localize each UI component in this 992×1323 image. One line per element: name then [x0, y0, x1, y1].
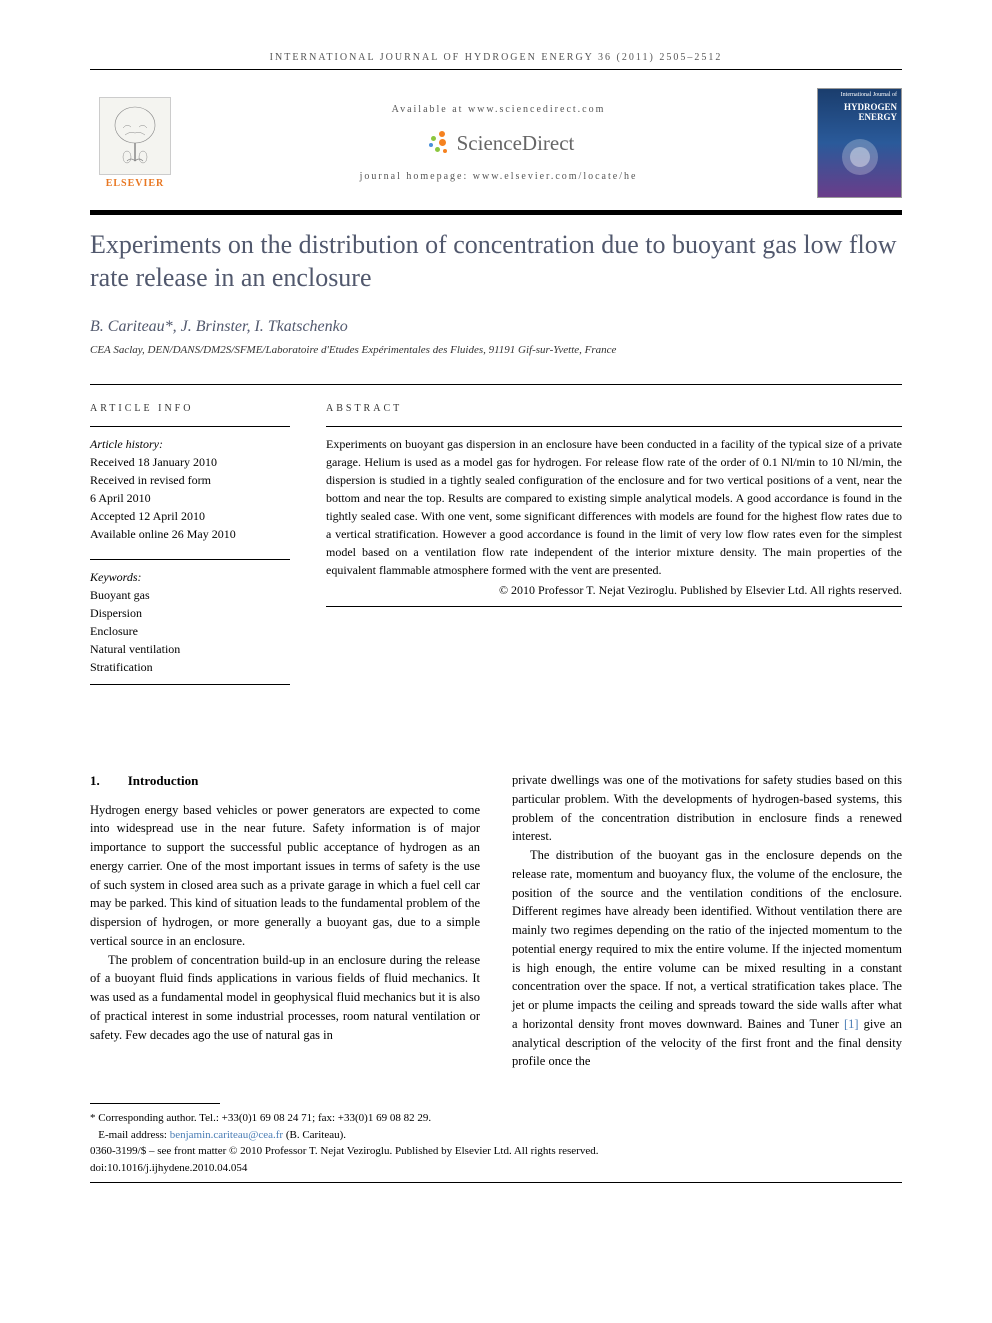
top-rule: [90, 69, 902, 70]
section-heading-1: 1. Introduction: [90, 771, 480, 791]
keywords-label: Keywords:: [90, 568, 290, 586]
center-header-block: Available at www.sciencedirect.com Scien…: [196, 104, 801, 182]
abstract-heading: ABSTRACT: [326, 403, 902, 414]
intro-paragraph-1: Hydrogen energy based vehicles or power …: [90, 801, 480, 951]
elsevier-logo: ELSEVIER: [90, 97, 180, 189]
revised-line1: Received in revised form: [90, 471, 290, 489]
keywords-block: Keywords: Buoyant gas Dispersion Enclosu…: [90, 559, 290, 685]
email-suffix: (B. Cariteau).: [283, 1129, 346, 1141]
body-two-column: 1. Introduction Hydrogen energy based veh…: [90, 771, 902, 1071]
issn-copyright: 0360-3199/$ – see front matter © 2010 Pr…: [90, 1143, 902, 1160]
intro-paragraph-4: The distribution of the buoyant gas in t…: [512, 846, 902, 1071]
article-history-block: Article history: Received 18 January 201…: [90, 426, 290, 543]
affiliation-text: CEA Saclay, DEN/DANS/DM2S/SFME/Laboratoi…: [90, 344, 902, 356]
section-title: Introduction: [128, 773, 199, 788]
journal-homepage-text: journal homepage: www.elsevier.com/locat…: [196, 171, 801, 182]
revised-line2: 6 April 2010: [90, 489, 290, 507]
abstract-copyright: © 2010 Professor T. Nejat Veziroglu. Pub…: [326, 583, 902, 607]
page-container: INTERNATIONAL JOURNAL OF HYDROGEN ENERGY…: [0, 0, 992, 1223]
sciencedirect-logo: ScienceDirect: [196, 129, 801, 157]
article-info-column: ARTICLE INFO Article history: Received 1…: [90, 403, 290, 701]
online-date: Available online 26 May 2010: [90, 525, 290, 543]
keyword-5: Stratification: [90, 658, 290, 676]
intro-paragraph-2: The problem of concentration build-up in…: [90, 951, 480, 1045]
article-info-heading: ARTICLE INFO: [90, 403, 290, 414]
authors-text: B. Cariteau*, J. Brinster, I. Tkatschenk…: [90, 318, 348, 335]
info-abstract-row: ARTICLE INFO Article history: Received 1…: [90, 403, 902, 701]
publisher-header: ELSEVIER Available at www.sciencedirect.…: [90, 88, 902, 198]
email-line: E-mail address: benjamin.cariteau@cea.fr…: [90, 1127, 902, 1144]
abstract-column: ABSTRACT Experiments on buoyant gas disp…: [326, 403, 902, 701]
elsevier-label: ELSEVIER: [106, 178, 165, 189]
accepted-date: Accepted 12 April 2010: [90, 507, 290, 525]
section-number: 1.: [90, 773, 100, 788]
footnotes-block: * Corresponding author. Tel.: +33(0)1 69…: [90, 1110, 902, 1176]
email-label: E-mail address:: [98, 1129, 169, 1141]
intro-paragraph-3: private dwellings was one of the motivat…: [512, 771, 902, 846]
title-section: Experiments on the distribution of conce…: [90, 210, 902, 356]
keyword-4: Natural ventilation: [90, 640, 290, 658]
footnote-rule: [90, 1103, 220, 1104]
corresponding-author-note: * Corresponding author. Tel.: +33(0)1 69…: [90, 1110, 902, 1127]
cover-title-2: ENERGY: [818, 112, 901, 122]
elsevier-tree-icon: [99, 97, 171, 175]
journal-cover-thumbnail: International Journal of HYDROGEN ENERGY: [817, 88, 902, 198]
keyword-2: Dispersion: [90, 604, 290, 622]
doi-text: doi:10.1016/j.ijhydene.2010.04.054: [90, 1160, 902, 1177]
cover-title-1: HYDROGEN: [818, 102, 901, 112]
cover-journal-name: International Journal of: [818, 89, 901, 102]
article-title: Experiments on the distribution of conce…: [90, 229, 902, 294]
received-date: Received 18 January 2010: [90, 453, 290, 471]
authors-line: B. Cariteau*, J. Brinster, I. Tkatschenk…: [90, 318, 902, 336]
sciencedirect-text: ScienceDirect: [457, 131, 575, 156]
available-at-text: Available at www.sciencedirect.com: [196, 104, 801, 115]
keyword-1: Buoyant gas: [90, 586, 290, 604]
body-column-right: private dwellings was one of the motivat…: [512, 771, 902, 1071]
bottom-rule: [90, 1182, 902, 1183]
section-divider: [90, 384, 902, 385]
keyword-3: Enclosure: [90, 622, 290, 640]
email-link[interactable]: benjamin.cariteau@cea.fr: [170, 1129, 283, 1141]
reference-link-1[interactable]: [1]: [844, 1017, 859, 1031]
journal-running-header: INTERNATIONAL JOURNAL OF HYDROGEN ENERGY…: [90, 52, 902, 63]
abstract-text: Experiments on buoyant gas dispersion in…: [326, 426, 902, 579]
history-label: Article history:: [90, 435, 290, 453]
body-column-left: 1. Introduction Hydrogen energy based veh…: [90, 771, 480, 1071]
sciencedirect-dots-icon: [423, 129, 451, 157]
